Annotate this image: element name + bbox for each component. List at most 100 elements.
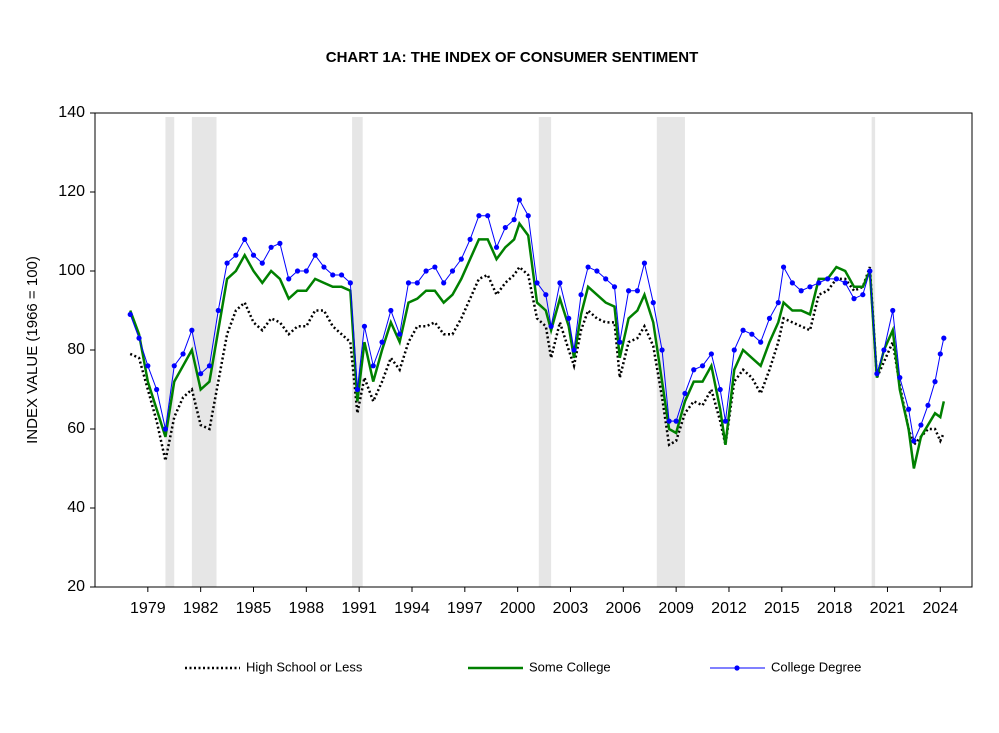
x-tick-label: 2021 (870, 600, 906, 617)
x-tick-label: 2000 (500, 600, 536, 617)
series-marker (659, 347, 665, 353)
series-marker (493, 244, 500, 250)
y-tick-label: 20 (67, 578, 85, 595)
series-marker (277, 240, 283, 246)
series-marker (634, 288, 641, 294)
recession-band (538, 117, 552, 587)
x-tick-label: 1988 (289, 600, 325, 617)
x-tick-label: 1985 (236, 600, 272, 617)
series-marker (911, 438, 917, 444)
series-marker (807, 284, 813, 290)
series-marker (171, 363, 177, 369)
series-marker (405, 280, 412, 286)
series-marker (641, 260, 648, 266)
x-tick-label: 2003 (553, 600, 589, 617)
series-marker (525, 213, 531, 219)
series-marker (338, 272, 345, 278)
series-marker (162, 426, 169, 432)
series-marker (890, 307, 896, 314)
series-marker (758, 339, 764, 345)
series-marker (259, 260, 265, 266)
series-marker (874, 371, 880, 377)
series-marker (673, 418, 679, 424)
series-marker (906, 406, 912, 412)
series-marker (485, 213, 491, 219)
series-marker (476, 213, 482, 219)
series-marker (766, 315, 773, 321)
x-tick-label: 2018 (817, 600, 853, 617)
series-marker (731, 347, 737, 353)
series-marker (379, 339, 385, 345)
y-tick-label: 80 (67, 341, 85, 358)
series-marker (449, 268, 456, 274)
series-marker (708, 351, 714, 357)
series-marker (682, 390, 688, 397)
series-marker (502, 224, 508, 231)
series-marker (851, 296, 857, 302)
series-marker (566, 315, 572, 321)
series-marker (432, 264, 438, 270)
series-marker (242, 236, 248, 242)
series-marker (798, 288, 804, 294)
series-marker (594, 268, 600, 274)
series-marker (666, 418, 672, 424)
series-marker (467, 236, 473, 242)
series-marker (585, 264, 591, 270)
series-marker (833, 276, 839, 282)
series-marker (224, 260, 230, 266)
series-marker (388, 307, 394, 314)
series-marker (918, 422, 924, 428)
x-tick-label: 2012 (711, 600, 747, 617)
series-marker (458, 256, 464, 262)
series-line (129, 198, 945, 443)
series-marker (860, 292, 866, 298)
series-marker (268, 244, 274, 250)
series-marker (423, 268, 429, 274)
x-tick-label: 1979 (130, 600, 166, 617)
x-tick-label: 2006 (606, 600, 642, 617)
x-tick-label: 1982 (183, 600, 219, 617)
series-marker (189, 327, 195, 333)
series-marker (233, 252, 239, 258)
series-marker (699, 363, 706, 369)
series-marker (650, 300, 656, 306)
series-marker (780, 264, 787, 270)
series-marker (354, 386, 360, 393)
x-tick-label: 1994 (394, 600, 430, 617)
y-tick-label: 40 (67, 499, 85, 516)
series-marker (250, 252, 257, 258)
y-tick-label: 120 (58, 183, 85, 200)
y-tick-label: 100 (58, 262, 85, 279)
series-marker (941, 335, 947, 341)
series-marker (330, 272, 336, 278)
recession-band (352, 117, 363, 587)
y-tick-label: 60 (67, 420, 85, 437)
series-marker (154, 386, 160, 393)
series-marker (816, 280, 822, 286)
y-tick-label: 140 (58, 104, 85, 121)
series-marker (198, 371, 204, 377)
series-marker (571, 347, 577, 353)
x-tick-label: 1991 (341, 600, 377, 617)
series-marker (511, 217, 517, 223)
series-marker (925, 402, 931, 408)
series-marker (414, 280, 420, 286)
series-marker (516, 197, 523, 203)
legend-label: Some College (529, 659, 611, 674)
series-marker (397, 331, 403, 337)
series-marker (824, 276, 831, 282)
series-marker (789, 280, 795, 286)
series-marker (897, 375, 903, 381)
series-marker (842, 280, 848, 286)
recession-band (871, 117, 876, 587)
series-marker (180, 351, 186, 357)
series-marker (127, 311, 133, 318)
series-marker (603, 276, 609, 282)
recession-band (165, 117, 175, 587)
recession-band (191, 117, 217, 587)
series-marker (775, 300, 781, 306)
series-marker (578, 292, 584, 298)
series-marker (625, 288, 632, 294)
legend-marker (734, 665, 740, 671)
